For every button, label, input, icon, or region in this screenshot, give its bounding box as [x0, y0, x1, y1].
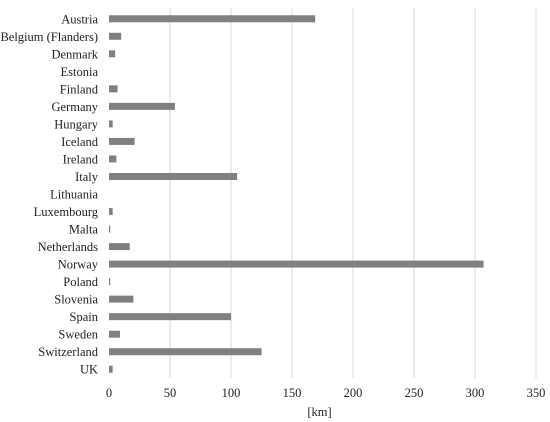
x-tick-labels: 0 50 100 150 200 250 300 350: [106, 386, 546, 400]
bar: [109, 225, 111, 233]
x-tick-label: 50: [164, 386, 177, 400]
category-label: Iceland: [61, 135, 99, 149]
gridlines: [169, 8, 537, 378]
x-tick-label: 150: [283, 386, 302, 400]
x-tick-label: 0: [106, 386, 112, 400]
x-tick-label: 250: [405, 386, 424, 400]
category-label: Belgium (Flanders): [0, 30, 98, 44]
category-label: Austria: [61, 12, 98, 26]
bar: [109, 208, 113, 216]
bar: [109, 348, 262, 356]
x-axis-title: [km]: [307, 405, 331, 419]
category-label: Estonia: [61, 65, 99, 79]
bar: [109, 260, 484, 268]
bar: [109, 32, 122, 40]
category-label: Poland: [63, 275, 98, 289]
category-label: Ireland: [63, 152, 99, 166]
category-label: Italy: [75, 170, 99, 184]
bar: [109, 137, 135, 145]
category-label: Switzerland: [38, 345, 98, 359]
bar: [109, 155, 117, 163]
category-label: Germany: [51, 100, 98, 114]
bar: [109, 330, 120, 338]
category-label: UK: [80, 363, 98, 377]
bar: [109, 172, 238, 180]
bar: [109, 365, 113, 373]
bar: [109, 313, 231, 321]
x-tick-label: 100: [222, 386, 241, 400]
bar: [109, 50, 116, 58]
x-tick-label: 350: [527, 386, 546, 400]
category-label: Slovenia: [54, 293, 98, 307]
bar: [109, 243, 130, 251]
category-labels: Austria Belgium (Flanders) Denmark Estonia F…: [0, 12, 98, 376]
category-label: Malta: [69, 223, 99, 237]
bar: [109, 15, 316, 23]
category-label: Norway: [58, 258, 99, 272]
category-label: Denmark: [51, 47, 98, 61]
category-label: Luxembourg: [34, 205, 99, 219]
bar: [109, 120, 113, 128]
category-label: Spain: [70, 310, 99, 324]
category-label: Lithuania: [50, 188, 98, 202]
category-label: Hungary: [54, 117, 98, 131]
bar: [109, 295, 134, 303]
category-label: Sweden: [58, 328, 98, 342]
x-tick-label: 300: [466, 386, 485, 400]
bar: [109, 102, 175, 110]
x-tick-label: 200: [344, 386, 363, 400]
category-label: Netherlands: [38, 240, 99, 254]
category-label: Finland: [60, 82, 99, 96]
bars: [109, 15, 484, 373]
bar: [109, 85, 118, 93]
bar: [109, 278, 111, 286]
